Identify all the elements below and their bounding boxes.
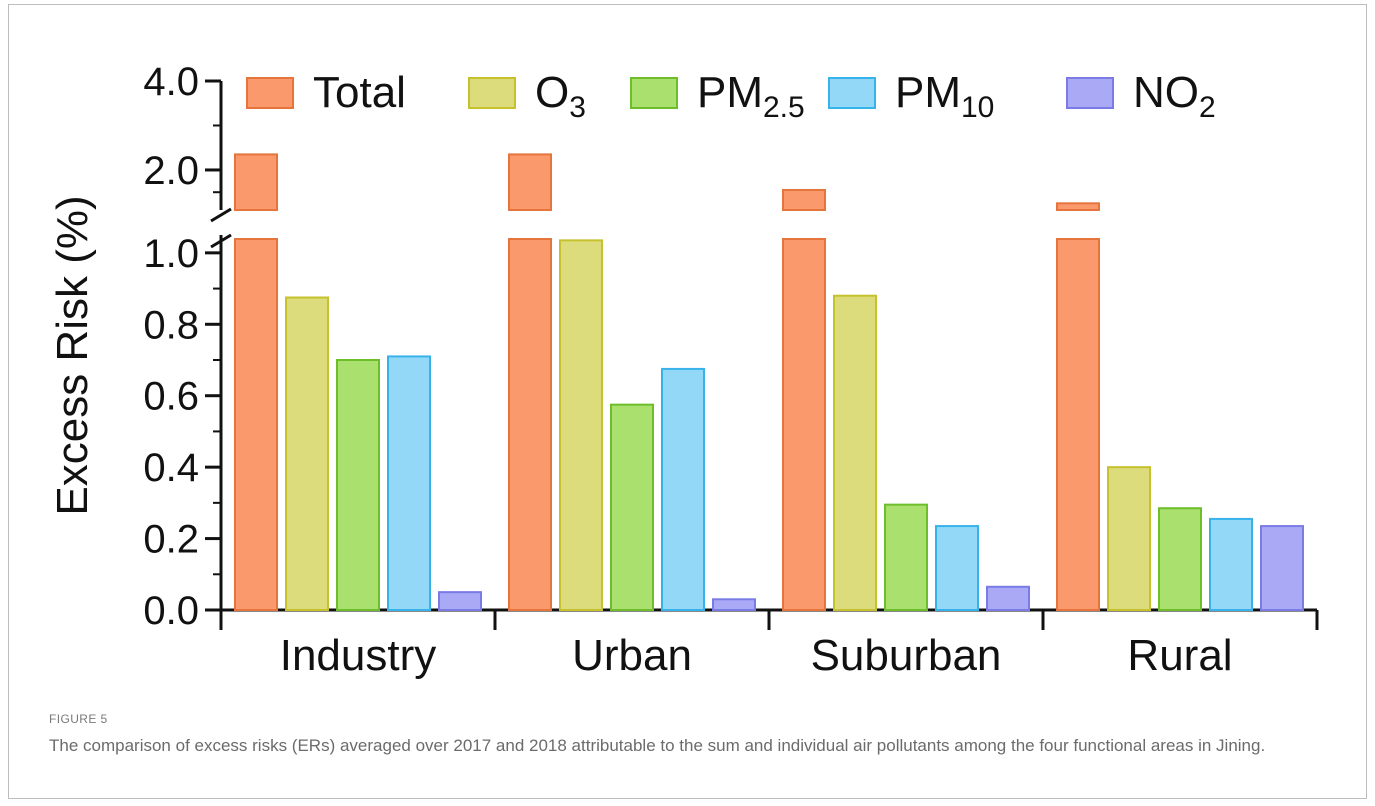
bar-O3-Rural	[1107, 466, 1151, 611]
bar-Total-Industry	[234, 238, 278, 611]
bar-O3-Industry	[285, 296, 329, 611]
axis-break-mark	[210, 207, 232, 223]
legend-label: NO2	[1133, 68, 1216, 124]
bar-PM10-Rural	[1209, 517, 1253, 612]
axis-break-mark	[210, 233, 232, 249]
y-tick-label: 0.2	[143, 518, 199, 562]
bar-PM2.5-Urban	[610, 403, 654, 611]
y-tick-label: 0.0	[143, 589, 199, 633]
figure-frame: 0.0 0.2 0.4 0.6 0.8 1.0 2.0 4.0 Excess Risk (%) I…	[8, 4, 1367, 799]
bar-NO2-Suburban	[986, 585, 1030, 611]
x-tick-label: Industry	[280, 631, 437, 680]
legend-label: O3	[535, 68, 586, 124]
figure-caption-text: The comparison of excess risks (ERs) ave…	[49, 736, 1266, 755]
bar-Total-Urban	[508, 238, 552, 611]
legend-swatch	[246, 77, 294, 109]
legend-swatch	[630, 77, 678, 109]
bar-O3-Urban	[559, 239, 603, 611]
bar-O3-Suburban	[833, 294, 877, 611]
bar-PM2.5-Rural	[1158, 507, 1202, 612]
bar-NO2-Industry	[438, 591, 482, 612]
y-axis-label: Excess Risk (%)	[48, 195, 97, 515]
bar-Total-Rural-upper	[1056, 202, 1100, 212]
y-tick-label: 4.0	[143, 60, 199, 104]
figure-caption: FIGURE 5 The comparison of excess risks …	[49, 712, 1349, 758]
y-tick-label: 2.0	[143, 149, 199, 193]
legend-label: Total	[313, 68, 406, 117]
bar-NO2-Rural	[1260, 525, 1304, 611]
bar-Total-Rural	[1056, 238, 1100, 611]
y-tick-label: 0.6	[143, 375, 199, 419]
y-tick-label: 1.0	[143, 232, 199, 276]
bar-PM2.5-Suburban	[884, 503, 928, 611]
legend-label: PM2.5	[697, 68, 805, 124]
bar-Total-Suburban-upper	[782, 188, 826, 211]
x-tick-label: Rural	[1127, 631, 1232, 680]
bar-PM10-Industry	[387, 355, 431, 611]
bar-PM2.5-Industry	[336, 359, 380, 611]
y-tick-label: 0.8	[143, 303, 199, 347]
y-tick-label: 0.4	[143, 446, 199, 490]
bar-Total-Suburban	[782, 238, 826, 611]
legend-swatch	[828, 77, 876, 109]
figure-label: FIGURE 5	[49, 712, 108, 726]
legend-swatch	[468, 77, 516, 109]
bar-PM10-Suburban	[935, 525, 979, 611]
bar-NO2-Urban	[712, 598, 756, 611]
bar-Total-Industry-upper	[234, 153, 278, 211]
legend-label: PM10	[895, 68, 994, 124]
bar-PM10-Urban	[661, 367, 705, 611]
bar-Total-Urban-upper	[508, 153, 552, 211]
x-tick-label: Urban	[572, 631, 692, 680]
legend-swatch	[1066, 77, 1114, 109]
x-tick-label: Suburban	[811, 631, 1002, 680]
bar-chart: 0.0 0.2 0.4 0.6 0.8 1.0 2.0 4.0 Excess Risk (%) I…	[48, 60, 1319, 680]
